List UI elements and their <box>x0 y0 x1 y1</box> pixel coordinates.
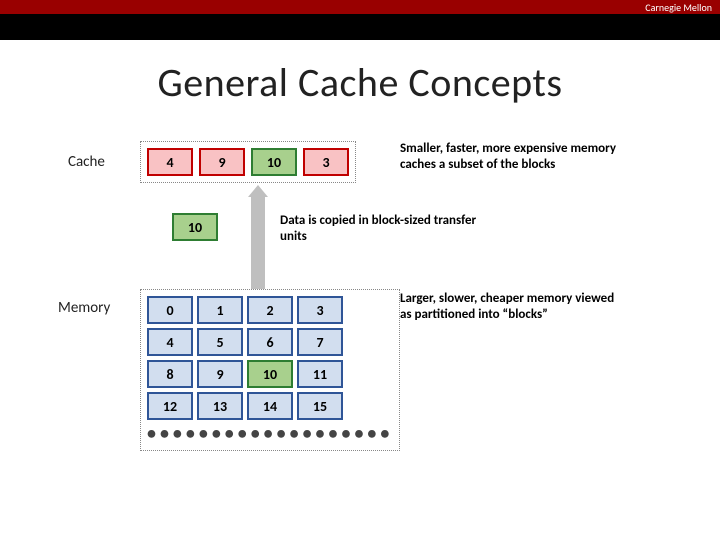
memory-cell-value: 14 <box>263 398 277 415</box>
memory-cell: 13 <box>197 392 243 420</box>
memory-cell: 6 <box>247 328 293 356</box>
memory-cell-value: 13 <box>213 398 227 415</box>
transfer-block: 10 <box>172 213 218 241</box>
memory-cell: 14 <box>247 392 293 420</box>
memory-ellipsis: ••••••••••••••••••• <box>147 422 393 444</box>
transfer-caption: Data is copied in block-sized transfer u… <box>280 213 500 246</box>
memory-cell: 7 <box>297 328 343 356</box>
memory-grid: 0123456789101112131415 <box>147 296 393 420</box>
arrow-shaft <box>251 195 265 293</box>
memory-cell-value: 10 <box>263 366 277 383</box>
brand-text: Carnegie Mellon <box>645 1 712 14</box>
memory-caption-text: Larger, slower, cheaper memory viewed as… <box>400 291 614 322</box>
memory-cell-value: 11 <box>313 366 327 383</box>
memory-cell: 4 <box>147 328 193 356</box>
brand-bar: Carnegie Mellon <box>0 0 720 14</box>
memory-cell: 11 <box>297 360 343 388</box>
cache-cell: 3 <box>303 148 349 176</box>
memory-cell: 8 <box>147 360 193 388</box>
cache-cell: 9 <box>199 148 245 176</box>
memory-cell: 15 <box>297 392 343 420</box>
memory-cell-value: 3 <box>316 302 323 319</box>
transfer-caption-text: Data is copied in block-sized transfer u… <box>280 213 476 244</box>
memory-cell: 0 <box>147 296 193 324</box>
cache-caption-text: Smaller, faster, more expensive memory c… <box>400 141 616 172</box>
memory-cell: 12 <box>147 392 193 420</box>
page-title: General Cache Concepts <box>0 58 720 107</box>
memory-box: 0123456789101112131415 •••••••••••••••••… <box>140 289 400 451</box>
memory-cell: 10 <box>247 360 293 388</box>
memory-cell: 2 <box>247 296 293 324</box>
cache-cell-value: 9 <box>218 154 225 171</box>
memory-cell-value: 8 <box>166 366 173 383</box>
memory-cell: 9 <box>197 360 243 388</box>
memory-cell-value: 4 <box>166 334 173 351</box>
memory-cell-value: 5 <box>216 334 223 351</box>
cache-cell-value: 10 <box>267 154 281 171</box>
memory-cell-value: 2 <box>266 302 273 319</box>
memory-cell-value: 6 <box>266 334 273 351</box>
memory-cell-value: 0 <box>166 302 173 319</box>
cache-cell: 10 <box>251 148 297 176</box>
cache-cell: 4 <box>147 148 193 176</box>
cache-cell-value: 4 <box>166 154 173 171</box>
diagram-stage: Cache 49103 Smaller, faster, more expens… <box>0 141 720 481</box>
memory-cell: 3 <box>297 296 343 324</box>
transfer-block-value: 10 <box>188 219 202 236</box>
memory-cell-value: 9 <box>216 366 223 383</box>
memory-cell-value: 1 <box>216 302 223 319</box>
cache-caption: Smaller, faster, more expensive memory c… <box>400 141 620 174</box>
memory-caption: Larger, slower, cheaper memory viewed as… <box>400 291 620 324</box>
under-bar <box>0 14 720 40</box>
memory-cell-value: 12 <box>163 398 177 415</box>
memory-label: Memory <box>58 299 110 317</box>
memory-cell: 5 <box>197 328 243 356</box>
cache-row: 4 9 10 3 <box>140 141 356 183</box>
cache-cell-value: 3 <box>322 154 329 171</box>
memory-cell: 1 <box>197 296 243 324</box>
memory-cell-value: 15 <box>313 398 327 415</box>
memory-cell-value: 7 <box>316 334 323 351</box>
cache-label: Cache <box>68 153 105 171</box>
